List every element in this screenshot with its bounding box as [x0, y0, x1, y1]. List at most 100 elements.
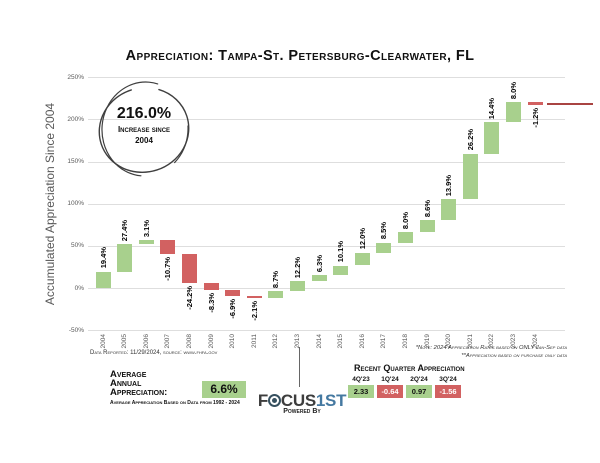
x-tick-label: 2004	[99, 334, 107, 349]
waterfall-bar	[441, 198, 457, 221]
waterfall-bar	[246, 295, 262, 298]
quarter-value-cell: 2.33	[348, 385, 374, 398]
x-tick-label: 2011	[250, 334, 258, 348]
chart-notes: *Note: 2024 Appreciation Rates based on …	[416, 345, 567, 360]
average-label-line2: Annual	[110, 378, 142, 390]
logo-part2: CUS	[280, 391, 316, 410]
bar-value-label: -24.2%	[184, 285, 194, 310]
grid-line	[88, 330, 565, 332]
x-tick-label: 2010	[229, 334, 237, 349]
x-tick-label: 2007	[164, 334, 172, 349]
bar-value-label: 10.1%	[336, 241, 346, 263]
bar-value-label: 8.6%	[422, 200, 432, 218]
waterfall-bar	[268, 291, 284, 298]
waterfall-bar	[397, 232, 413, 243]
quarter-column-header: 3Q'24	[439, 376, 457, 383]
bar-value-label: -10.7%	[163, 257, 173, 281]
bar-value-label: 13.9%	[444, 174, 454, 196]
quarter-table-title: Recent Quarter Appreciation	[354, 363, 465, 373]
quarter-column-header: 4Q'23	[352, 376, 370, 383]
grid-line	[88, 119, 565, 121]
note-line1: *Note: 2024 Appreciation Rates based on …	[415, 345, 567, 351]
quarter-column-header: 1Q'24	[381, 376, 399, 383]
x-tick-label: 2008	[185, 334, 193, 349]
bar-value-label: -1.2%	[530, 108, 540, 128]
waterfall-bar	[376, 242, 392, 253]
average-label-line1: Average	[110, 369, 147, 380]
powered-by-label: Powered By	[283, 408, 321, 415]
bar-value-label: 26.2%	[465, 129, 475, 151]
bar-value-label: 8.5%	[379, 222, 389, 240]
bar-value-label: 3.1%	[141, 220, 151, 238]
y-tick-label: 250%	[67, 73, 84, 81]
waterfall-bar	[462, 153, 478, 199]
waterfall-bar	[203, 282, 219, 291]
waterfall-bar	[160, 240, 176, 255]
bar-value-label: 12.0%	[357, 228, 367, 250]
bar-value-label: 8.0%	[508, 81, 518, 99]
y-tick-label: 0%	[74, 284, 84, 292]
waterfall-bar	[289, 281, 305, 291]
bar-value-label: -8.3%	[206, 293, 216, 313]
y-tick-label: 200%	[67, 115, 84, 123]
waterfall-bar	[138, 240, 154, 245]
bar-value-label: 12.2%	[292, 256, 302, 279]
x-tick-label: 2014	[315, 334, 323, 349]
note-line2: **Appreciation based on purchase only da…	[461, 352, 567, 359]
badge-caption-line1: Increase since	[117, 125, 171, 134]
data-reported-note: Data Reported: 11/29/2024, source: www.f…	[90, 350, 218, 356]
waterfall-bar	[354, 252, 370, 266]
bar-value-label: 8.7%	[271, 270, 281, 288]
y-tick-label: 50%	[70, 242, 84, 250]
average-sublabel: Average Appreciation Based on Data from …	[110, 399, 240, 406]
x-tick-label: 2017	[380, 334, 388, 349]
grid-line	[88, 245, 565, 247]
x-tick-label: 2012	[272, 334, 280, 349]
badge-caption-line2: 2004	[135, 136, 153, 145]
grid-line	[88, 161, 565, 163]
waterfall-bar	[225, 290, 241, 296]
waterfall-bar	[527, 102, 543, 106]
badge-value: 216.0%	[116, 105, 172, 122]
waterfall-bar	[95, 271, 111, 288]
grid-line	[88, 203, 565, 205]
focus1st-logo: F CUS1ST	[252, 391, 352, 411]
bar-value-label: 14.4%	[487, 97, 497, 119]
bar-value-label: 19.4%	[98, 247, 108, 269]
x-tick-label: 2006	[142, 334, 150, 349]
bar-value-label: -2.1%	[249, 300, 259, 321]
average-label-line3: Appreciation:	[110, 387, 168, 399]
x-tick-label: 2013	[293, 334, 301, 349]
waterfall-bar	[181, 254, 197, 283]
bar-value-label: 6.3%	[314, 255, 324, 273]
quarter-value-cell: 0.97	[406, 385, 432, 398]
grid-line	[88, 288, 565, 289]
y-tick-label: 150%	[67, 158, 84, 165]
quarter-value-cell: -0.64	[377, 385, 403, 398]
waterfall-bar	[333, 265, 349, 276]
page-title: Appreciation: Tampa-St. Petersburg-Clear…	[125, 48, 475, 64]
grid-line	[88, 77, 565, 79]
bar-value-label: -6.9%	[228, 298, 238, 319]
x-tick-label: 2005	[121, 334, 129, 349]
x-tick-label: 2015	[337, 334, 345, 349]
quarter-table-values: 2.33 -0.64 0.97 -1.56	[348, 385, 461, 398]
total-appreciation-badge: 216.0% Increase since 2004	[99, 105, 189, 145]
quarter-value-cell: -1.56	[435, 385, 461, 398]
logo-callout-line	[299, 347, 300, 387]
total-appreciation-badge-circle	[98, 81, 190, 177]
x-tick-label: 2009	[207, 334, 215, 349]
bar-value-label: 8.0%	[400, 212, 410, 230]
average-value-badge: 6.6%	[202, 381, 246, 398]
total-level-line	[547, 103, 593, 105]
quarter-column-header: 2Q'24	[410, 376, 428, 383]
focus-lens-icon	[267, 394, 281, 407]
quarter-table-headers: 4Q'23 1Q'24 2Q'24 3Q'24	[348, 376, 461, 383]
x-tick-label: 2018	[401, 334, 409, 349]
waterfall-bar	[505, 102, 521, 122]
waterfall-bar	[484, 122, 500, 154]
waterfall-bar	[311, 275, 327, 281]
waterfall-bar	[117, 244, 133, 272]
bar-value-label: 27.4%	[120, 219, 130, 242]
